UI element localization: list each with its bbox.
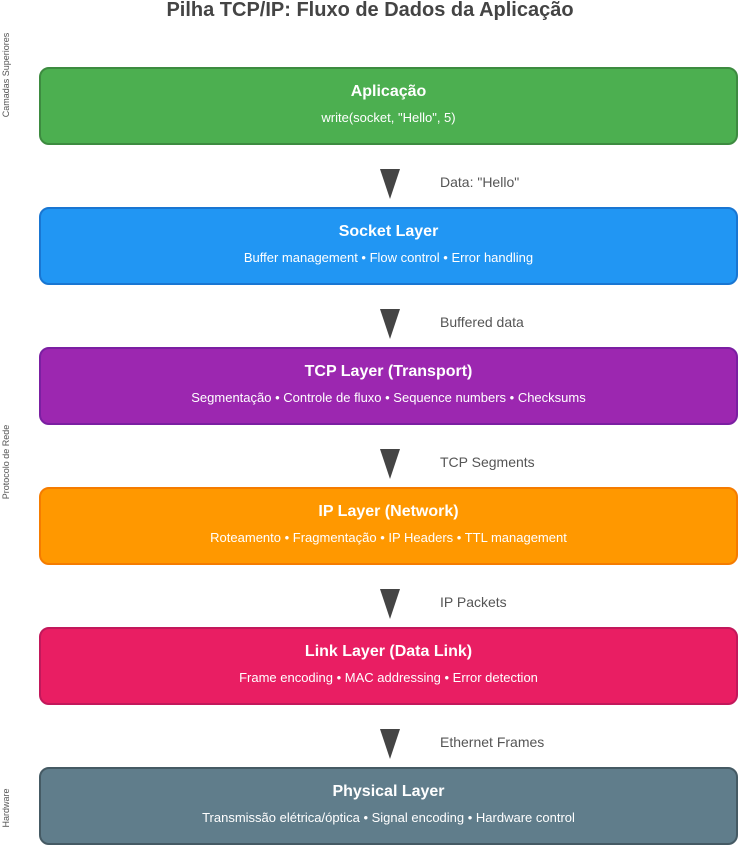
side-label-upper-layers: Camadas Superiores <box>1 32 11 118</box>
down-arrow-icon <box>380 449 400 479</box>
layer-link: Link Layer (Data Link) Frame encoding • … <box>39 627 738 705</box>
layer-name: Physical Layer <box>332 783 445 800</box>
layer-name: TCP Layer (Transport) <box>304 363 473 380</box>
layer-ip: IP Layer (Network) Roteamento • Fragment… <box>39 487 738 565</box>
flow-label-tcp-segments: TCP Segments <box>440 454 535 470</box>
layer-description: write(socket, "Hello", 5) <box>321 110 456 125</box>
layer-application: Aplicação write(socket, "Hello", 5) <box>39 67 738 145</box>
flow-label-ip-packets: IP Packets <box>440 594 507 610</box>
layer-description: Frame encoding • MAC addressing • Error … <box>239 670 538 685</box>
flow-label-ethernet-frames: Ethernet Frames <box>440 734 545 750</box>
down-arrow-icon <box>380 729 400 759</box>
layer-name: Link Layer (Data Link) <box>304 643 473 660</box>
diagram-title: Pilha TCP/IP: Fluxo de Dados da Aplicaçã… <box>166 0 574 21</box>
down-arrow-icon <box>380 309 400 339</box>
layer-socket: Socket Layer Buffer management • Flow co… <box>39 207 738 285</box>
layer-physical: Physical Layer Transmissão elétrica/ópti… <box>39 767 738 845</box>
side-label-network-protocol: Protocolo de Rede <box>1 424 11 500</box>
layer-description: Segmentação • Controle de fluxo • Sequen… <box>191 390 586 405</box>
layer-name: Socket Layer <box>338 223 439 240</box>
down-arrow-icon <box>380 169 400 199</box>
flow-label-data: Data: "Hello" <box>440 174 520 190</box>
layer-description: Transmissão elétrica/óptica • Signal enc… <box>202 810 575 825</box>
layer-name: IP Layer (Network) <box>318 503 459 520</box>
layer-description: Buffer management • Flow control • Error… <box>243 250 534 265</box>
flow-label-buffered-data: Buffered data <box>440 314 524 330</box>
side-label-hardware: Hardware <box>1 788 11 828</box>
down-arrow-icon <box>380 589 400 619</box>
layer-name: Aplicação <box>350 83 427 100</box>
layer-description: Roteamento • Fragmentação • IP Headers •… <box>210 530 567 545</box>
layer-tcp: TCP Layer (Transport) Segmentação • Cont… <box>39 347 738 425</box>
